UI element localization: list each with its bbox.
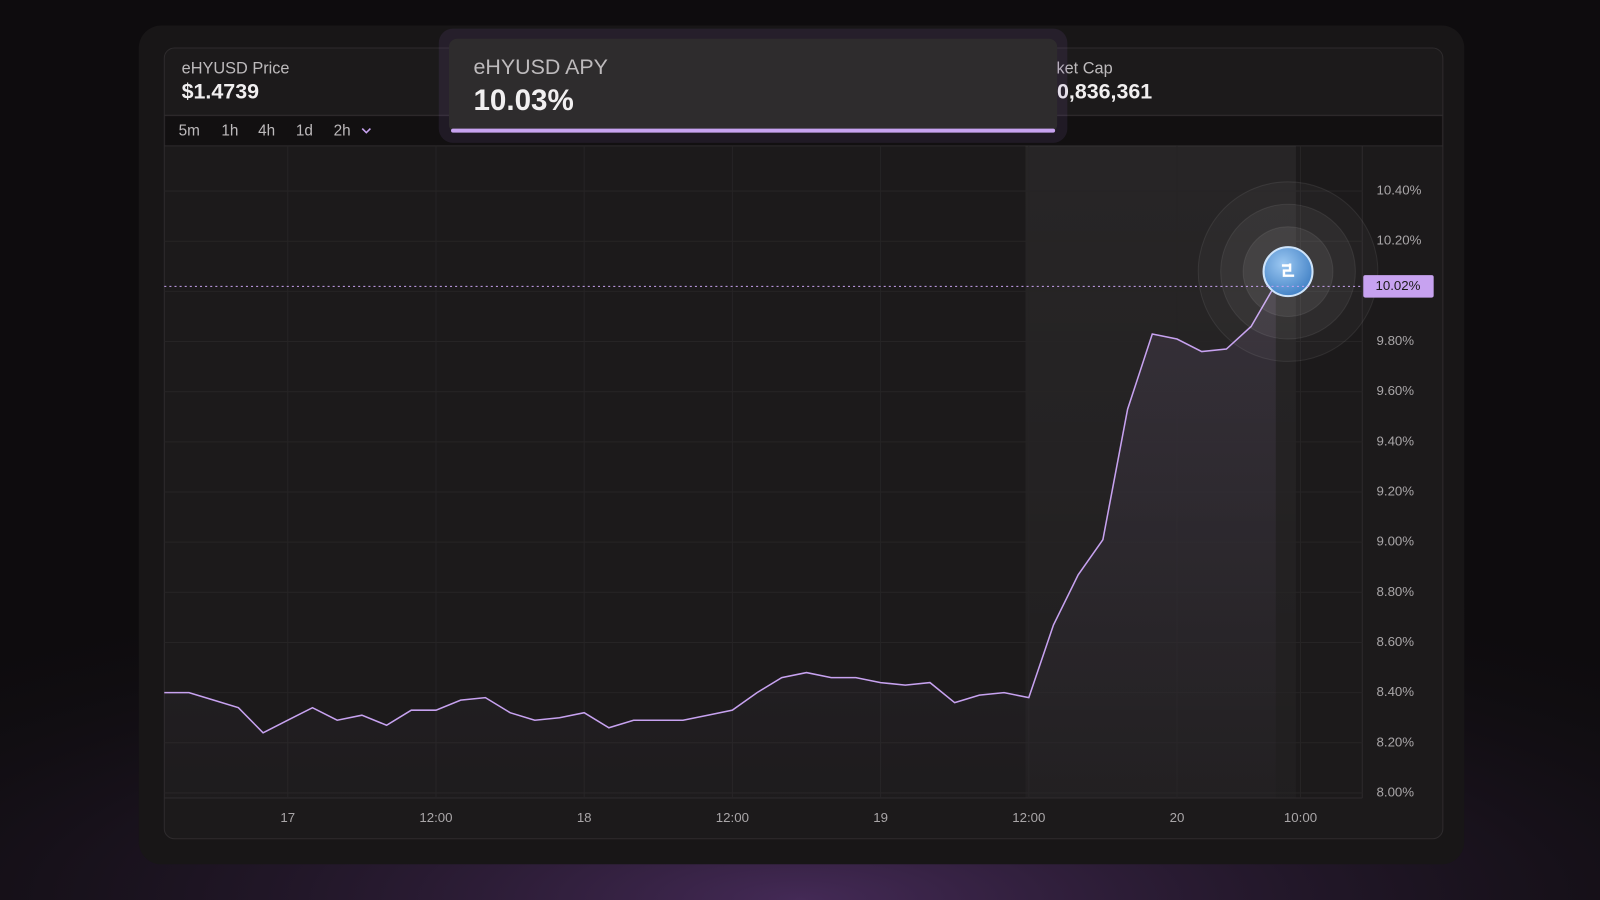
coin-icon bbox=[1281, 263, 1295, 277]
cap-value: .0,836,361 bbox=[1051, 80, 1152, 104]
timeframe-button[interactable]: 2h bbox=[334, 123, 351, 140]
area bbox=[164, 283, 1276, 798]
timeframes: 5m 1h 4h 1d 2h bbox=[179, 123, 371, 140]
timeframe-button[interactable]: 1d bbox=[296, 123, 313, 140]
y-tick-label: 8.60% bbox=[1377, 634, 1415, 649]
x-tick-label: 10:00 bbox=[1284, 810, 1317, 825]
plot: 8.00% 8.20% 8.40% 8.60% 8.80% 9.00% 9.20% 9.40%… bbox=[164, 145, 1434, 825]
y-tick-label: 8.40% bbox=[1377, 684, 1415, 699]
x-tick-label: 17 bbox=[280, 810, 295, 825]
current-value-badge bbox=[1363, 275, 1434, 298]
x-tick-label: 18 bbox=[577, 810, 592, 825]
timeframe-button[interactable]: 1h bbox=[221, 123, 238, 140]
y-tick-label: 8.80% bbox=[1377, 584, 1415, 599]
line bbox=[164, 283, 1277, 734]
dropdown-chevron[interactable] bbox=[361, 127, 371, 134]
y-tick-label: 9.60% bbox=[1377, 383, 1415, 398]
x-tick-label: 12:00 bbox=[419, 810, 452, 825]
x-tick-label: 19 bbox=[873, 810, 888, 825]
marker-ring bbox=[1197, 181, 1379, 362]
y-tick-label: 10.40% bbox=[1377, 183, 1422, 198]
timeframe-button[interactable]: 4h bbox=[258, 123, 275, 140]
y-tick-label: 9.40% bbox=[1377, 433, 1415, 448]
y-tick-label: 9.20% bbox=[1377, 484, 1415, 499]
cap-label: rket Cap bbox=[1051, 60, 1113, 78]
tooltip-label: eHYUSD APY bbox=[473, 55, 607, 79]
y-tick-label: 8.00% bbox=[1377, 784, 1415, 799]
x-tick-label: 20 bbox=[1170, 810, 1185, 825]
tooltip-value: 10.03% bbox=[473, 84, 573, 117]
y-tick-label: 10.20% bbox=[1377, 233, 1422, 248]
price-value: $1.4739 bbox=[182, 80, 259, 104]
y-tick-label: 9.00% bbox=[1377, 534, 1415, 549]
tooltip-card: eHYUSD APY 10.03% bbox=[438, 28, 1068, 143]
y-tick-label: 9.80% bbox=[1377, 333, 1415, 348]
tooltip-bar bbox=[451, 128, 1056, 133]
x-tick-label: 12:00 bbox=[716, 810, 749, 825]
current-value-label: 10.02% bbox=[1375, 278, 1420, 293]
timeframe-button[interactable]: 5m bbox=[179, 123, 200, 140]
x-tick-label: 12:00 bbox=[1012, 810, 1045, 825]
y-tick-label: 8.20% bbox=[1377, 734, 1415, 749]
tooltip-bg bbox=[448, 38, 1058, 133]
price-label: eHYUSD Price bbox=[182, 60, 290, 78]
